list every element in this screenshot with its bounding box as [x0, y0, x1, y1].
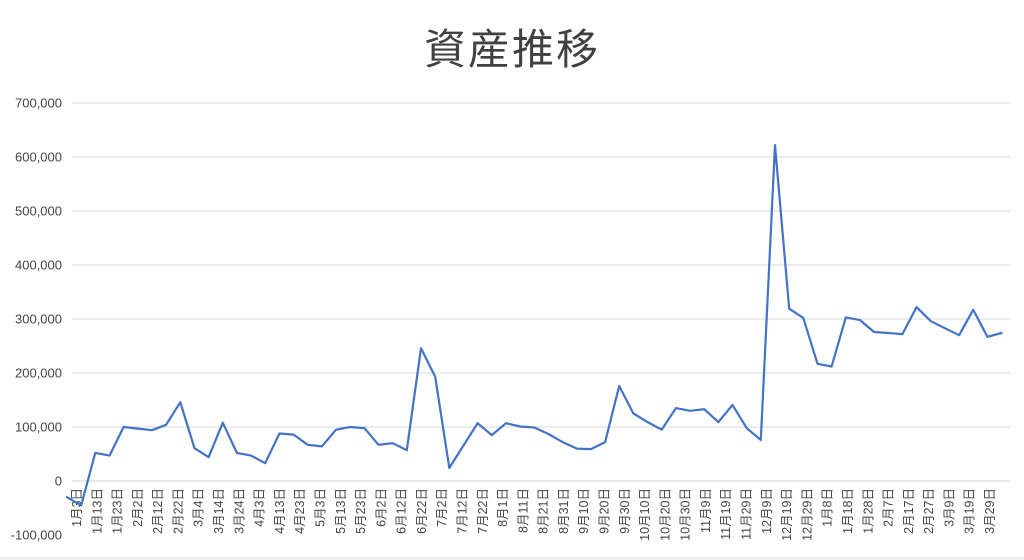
x-axis-label: 10月30日: [679, 488, 693, 541]
x-axis-label: 9月10日: [577, 488, 591, 534]
x-axis-label: 4月13日: [273, 488, 287, 534]
x-axis-label: 11月19日: [719, 488, 733, 540]
x-axis-label: 4月3日: [253, 488, 267, 527]
x-axis-label: 10月20日: [658, 488, 672, 541]
x-axis-label: 1月28日: [861, 488, 875, 534]
x-axis-label: 3月9日: [942, 488, 956, 527]
y-axis-label: 600,000: [15, 150, 62, 165]
y-axis-label: 100,000: [15, 420, 62, 435]
x-axis-label: 1月18日: [841, 488, 855, 534]
x-axis-label: 1月3日: [70, 488, 84, 527]
asset-data-line: [65, 144, 1003, 507]
y-axis-label: 0: [55, 474, 62, 489]
x-axis-label: 8月1日: [496, 488, 510, 527]
x-axis-label: 4月23日: [293, 488, 307, 534]
x-axis-label: 3月24日: [232, 488, 246, 534]
y-axis-label: 500,000: [15, 204, 62, 219]
x-axis-label: 1月8日: [821, 488, 835, 527]
x-axis-label: 2月2日: [131, 488, 145, 527]
x-axis-label: 11月9日: [699, 488, 713, 533]
x-axis-label: 6月22日: [415, 488, 429, 534]
x-axis-label: 9月20日: [598, 488, 612, 534]
x-axis-label: 2月12日: [151, 488, 165, 534]
x-axis-label: 7月12日: [455, 488, 469, 534]
x-axis-label: 5月23日: [354, 488, 368, 534]
x-axis-label: 9月30日: [618, 488, 632, 534]
x-axis-label: 5月3日: [313, 488, 327, 527]
x-axis-label: 6月12日: [395, 488, 409, 534]
x-axis-label: 7月2日: [435, 488, 449, 527]
x-axis-label: 8月31日: [557, 488, 571, 534]
x-axis-label: 1月13日: [90, 488, 104, 534]
x-axis-label: 3月14日: [212, 488, 226, 534]
x-axis-label: 2月22日: [171, 488, 185, 534]
x-axis-label: 2月17日: [902, 488, 916, 534]
x-axis-label: 5月13日: [334, 488, 348, 534]
x-axis-label: 8月11日: [516, 488, 530, 533]
y-axis-label: 200,000: [15, 366, 62, 381]
x-axis-label: 7月22日: [476, 488, 490, 534]
x-axis-label: 3月4日: [192, 488, 206, 527]
y-axis-label: -100,000: [11, 528, 62, 543]
x-axis-label: 3月29日: [983, 488, 997, 534]
y-axis-label: 700,000: [15, 96, 62, 111]
x-axis-label: 12月19日: [780, 488, 794, 541]
x-axis-label: 2月7日: [882, 488, 896, 527]
x-axis-label: 12月9日: [760, 488, 774, 534]
x-axis-label: 11月29日: [740, 488, 754, 540]
y-axis-label: 300,000: [15, 312, 62, 327]
x-axis-label: 8月21日: [537, 488, 551, 534]
chart-title: 資産推移: [423, 26, 600, 73]
x-axis-label: 12月29日: [800, 488, 814, 541]
x-axis-label: 10月10日: [638, 488, 652, 541]
x-axis-label: 6月2日: [374, 488, 388, 527]
y-axis-label: 400,000: [15, 258, 62, 273]
x-axis-label: 3月19日: [963, 488, 977, 534]
x-axis-label: 2月27日: [922, 488, 936, 534]
x-axis-label: 1月23日: [111, 488, 125, 534]
